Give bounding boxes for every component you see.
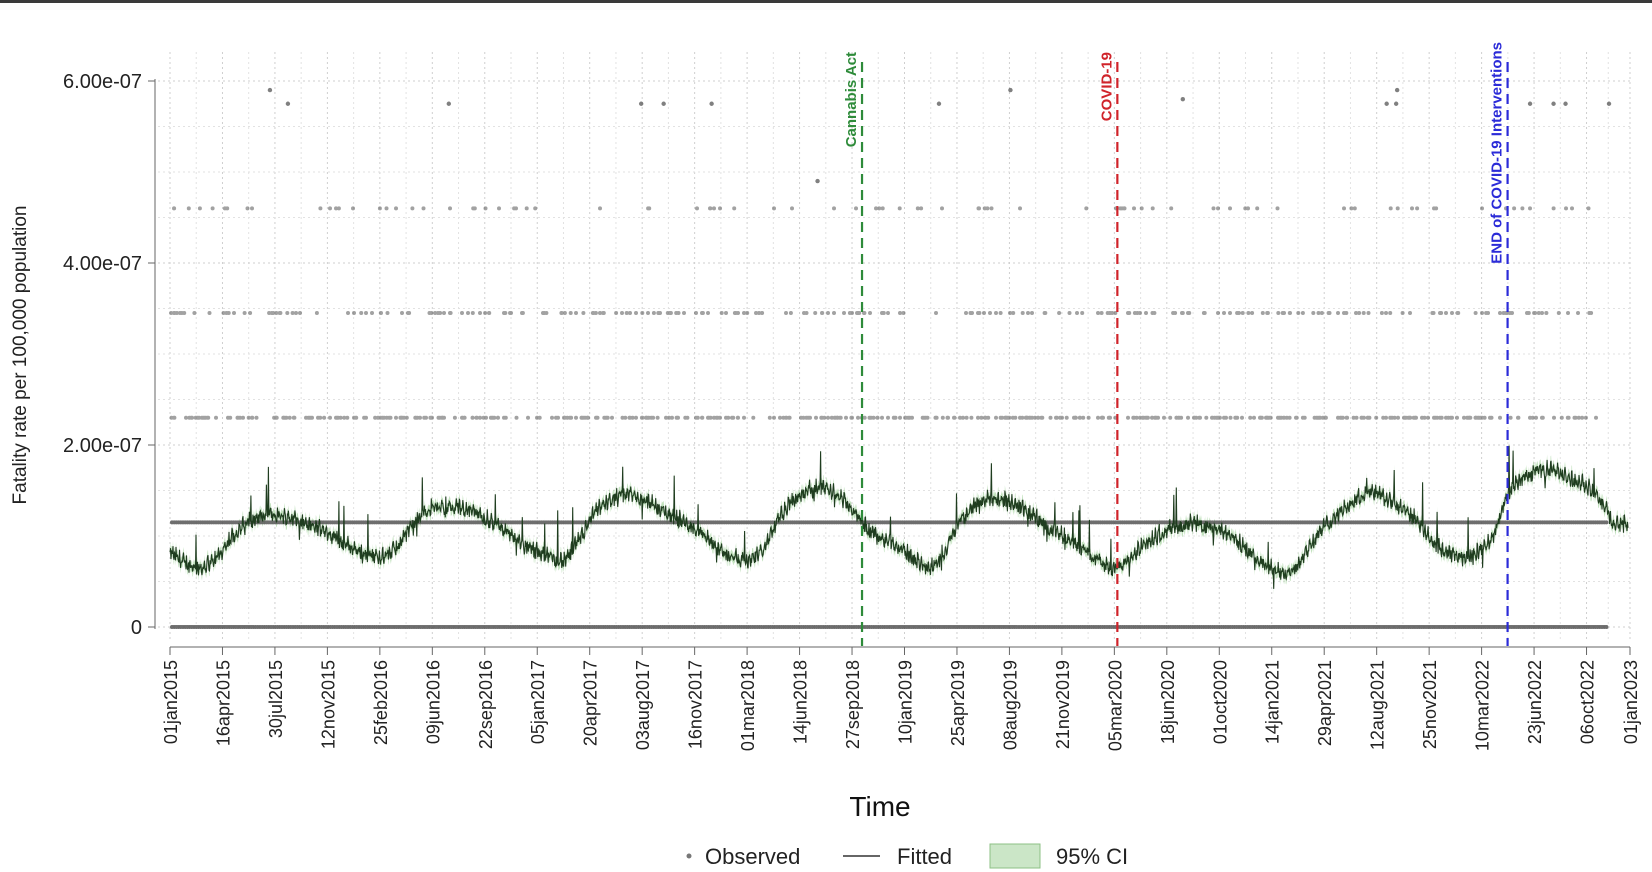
- observed-outlier-point: [1180, 97, 1186, 102]
- observed-outlier-point: [285, 101, 291, 106]
- fitted-line: [169, 445, 1629, 589]
- observed-outlier-point: [1008, 87, 1013, 93]
- x-tick-label: 06oct2022: [1578, 660, 1598, 744]
- x-tick-labels: 01jan2015 16apr2015 30jul2015 12nov2015 25fe…: [161, 660, 1641, 751]
- legend-observed-label: Observed: [705, 844, 800, 869]
- x-tick-label: 12nov2015: [318, 660, 338, 749]
- x-tick-label: 01oct2020: [1210, 660, 1230, 744]
- observed-outlier-point: [1563, 101, 1568, 106]
- y-axis-title: Fatality rate per 100,000 population: [10, 206, 31, 505]
- x-tick-label: 22sep2016: [476, 660, 496, 749]
- x-tick-label: 05mar2020: [1105, 660, 1125, 751]
- x-tick-label: 21nov2019: [1053, 660, 1073, 749]
- observed-outlier-point: [709, 101, 714, 106]
- x-tick-label: 01jan2015: [161, 660, 181, 744]
- x-tick-label: 01mar2018: [738, 660, 758, 751]
- x-tick-label: 25nov2021: [1420, 660, 1440, 749]
- observed-outlier-point: [661, 101, 666, 106]
- x-tick-label: 05jan2017: [528, 660, 548, 744]
- y-tick-label: 2.00e-07: [63, 435, 142, 457]
- y-tick-label: 6.00e-07: [63, 71, 142, 93]
- x-tick-label: 01jan2023: [1621, 660, 1641, 744]
- y-tick-labels: 0 2.00e-07 4.00e-07 6.00e-07: [63, 71, 142, 639]
- x-axis-title: Time: [849, 791, 910, 822]
- x-tick-label: 27sep2018: [843, 660, 863, 749]
- observed-outlier-point: [1551, 101, 1556, 106]
- x-tick-label: 12aug2021: [1368, 660, 1388, 750]
- observed-outlier-point: [446, 101, 452, 106]
- observed-outlier-point: [267, 87, 273, 93]
- observed-outlier-point: [1384, 101, 1389, 106]
- event-lines: Cannabis Act COVID-19 END of COVID-19 Inte…: [843, 42, 1509, 646]
- legend-ci-label: 95% CI: [1056, 844, 1128, 869]
- event-label: Cannabis Act: [843, 52, 860, 147]
- observed-outlier-point: [1394, 87, 1400, 93]
- observed-outlier-point: [815, 178, 820, 184]
- y-tick-label: 0: [131, 617, 142, 639]
- x-tick-label: 03aug2017: [633, 660, 653, 750]
- observed-points: [169, 87, 1612, 629]
- observed-outlier-point: [936, 101, 942, 106]
- event-label: COVID-19: [1098, 52, 1115, 121]
- x-tick-label: 30jul2015: [266, 660, 286, 738]
- x-tick-label: 09jun2016: [423, 660, 443, 744]
- x-tick-label: 29apr2021: [1315, 660, 1335, 746]
- fitted-series-line: [169, 445, 1629, 589]
- x-tick-label: 14jan2021: [1263, 660, 1283, 744]
- x-tick-label: 25apr2019: [948, 660, 968, 746]
- x-tick-label: 10mar2022: [1473, 660, 1493, 751]
- x-tick-label: 14jun2018: [791, 660, 811, 744]
- event-label: END of COVID-19 Interventions: [1489, 42, 1506, 264]
- x-tick-label: 23jun2022: [1525, 660, 1545, 744]
- legend: Observed Fitted 95% CI: [686, 843, 1128, 869]
- legend-ci-marker: [989, 843, 1041, 869]
- x-tick-label: 16nov2017: [686, 660, 706, 749]
- top-border: [0, 0, 1652, 3]
- legend-fitted-label: Fitted: [897, 844, 952, 869]
- y-tick-label: 4.00e-07: [63, 253, 142, 275]
- x-tick-label: 18jun2020: [1158, 660, 1178, 744]
- x-tick-label: 25feb2016: [371, 660, 391, 745]
- observed-outlier-point: [1393, 101, 1399, 106]
- observed-outlier-point: [638, 101, 644, 106]
- observed-outlier-point: [1606, 101, 1612, 106]
- legend-observed-marker: [686, 853, 692, 859]
- x-tick-label: 20apr2017: [581, 660, 601, 746]
- axes: [148, 79, 1631, 655]
- observed-outlier-point: [1527, 101, 1533, 106]
- x-tick-label: 10jan2019: [895, 660, 915, 744]
- x-tick-label: 08aug2019: [1000, 660, 1020, 750]
- x-tick-label: 16apr2015: [213, 660, 233, 746]
